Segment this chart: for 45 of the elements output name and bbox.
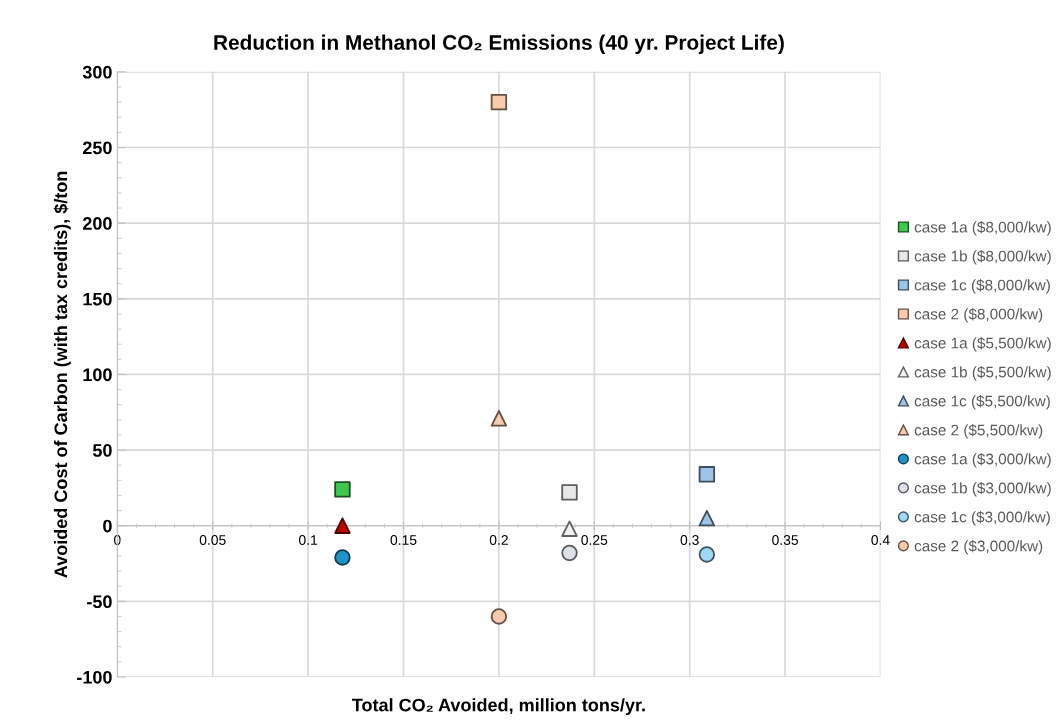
- y-tick-label: 0: [103, 519, 112, 533]
- legend-label: case 1b ($3,000/kw): [914, 481, 1051, 497]
- legend-label: case 2 ($8,000/kw): [914, 308, 1043, 323]
- x-tick-label: 0: [114, 535, 121, 545]
- point: [334, 549, 351, 566]
- legend-label: case 1a ($8,000/kw): [914, 221, 1051, 236]
- point: [698, 466, 716, 483]
- legend-label: case 1a ($5,500/kw): [914, 337, 1051, 352]
- legend-label: case 1a ($3,000/kw): [914, 452, 1051, 468]
- point: [698, 509, 716, 527]
- point: [561, 544, 578, 562]
- point: [490, 608, 508, 625]
- y-tick-label: -100: [77, 670, 112, 684]
- point: [561, 484, 578, 501]
- chart-title: Reduction in Methanol CO₂ Emissions (40 yr. Project Life): [214, 34, 784, 54]
- x-tick-label: 0.1: [299, 535, 318, 545]
- point: [490, 93, 508, 111]
- point: [334, 481, 351, 498]
- x-tick-label: 0.4: [871, 535, 890, 545]
- y-tick-label: 100: [83, 368, 112, 382]
- x-tick-label: 0.35: [772, 535, 799, 545]
- x-tick-label: 0.15: [390, 535, 417, 545]
- x-tick-label: 0.2: [489, 535, 508, 545]
- y-tick-label: 300: [82, 65, 112, 79]
- x-tick-label: 0.05: [199, 535, 226, 545]
- legend-label: case 1c ($5,500/kw): [914, 395, 1050, 410]
- x-tick-label: 0.25: [581, 535, 608, 545]
- x-axis-title: Total CO₂ Avoided, million tons/yr.: [351, 698, 645, 716]
- point: [490, 410, 508, 427]
- point: [334, 517, 351, 534]
- point: [698, 546, 716, 563]
- x-tick-label: 0.3: [680, 535, 699, 545]
- legend-label: case 2 ($3,000/kw): [914, 539, 1043, 555]
- point: [561, 520, 578, 537]
- legend-label: case 2 ($5,500/kw): [914, 423, 1043, 439]
- y-tick-label: 250: [82, 141, 112, 155]
- y-tick-label: 150: [83, 292, 112, 306]
- y-axis-title: Avoided Cost of Carbon (with tax credits), $/ton: [53, 171, 71, 578]
- legend-label: case 1b ($5,500/kw): [914, 366, 1051, 381]
- legend-label: case 1c ($3,000/kw): [914, 510, 1050, 526]
- y-tick-label: 50: [92, 444, 112, 457]
- legend-label: case 1c ($8,000/kw): [914, 279, 1050, 294]
- y-tick-label: -50: [87, 595, 112, 609]
- legend-label: case 1b ($8,000/kw): [914, 250, 1051, 265]
- y-tick-label: 200: [82, 217, 112, 230]
